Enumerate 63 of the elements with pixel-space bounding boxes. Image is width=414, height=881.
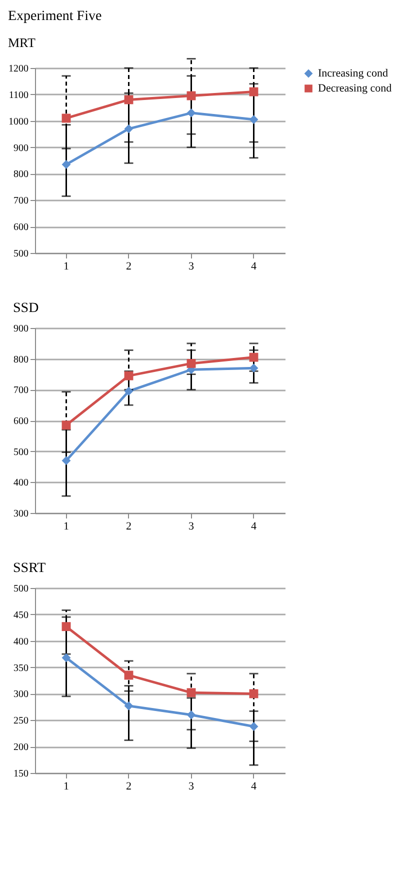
y-tick-label: 1100 bbox=[8, 90, 28, 101]
legend-label: Increasing cond bbox=[318, 68, 388, 80]
point bbox=[249, 722, 258, 731]
y-tick-label: 800 bbox=[14, 354, 28, 366]
point bbox=[186, 358, 196, 368]
point bbox=[62, 420, 71, 430]
point bbox=[249, 689, 258, 698]
x-tick-label: 3 bbox=[188, 520, 194, 532]
x-tick-label: 4 bbox=[251, 520, 257, 532]
x-tick-label: 1 bbox=[64, 780, 69, 792]
y-tick-label: 500 bbox=[14, 248, 28, 260]
point bbox=[124, 371, 134, 380]
y-tick-label: 700 bbox=[14, 196, 28, 207]
point bbox=[186, 108, 196, 118]
point bbox=[62, 114, 71, 123]
x-tick-label: 1 bbox=[64, 520, 69, 532]
point bbox=[124, 95, 134, 104]
point bbox=[62, 456, 71, 466]
chart-title: SSRT bbox=[13, 561, 46, 576]
point bbox=[249, 115, 258, 124]
y-tick-label: 1200 bbox=[8, 64, 28, 74]
chart-title: Experiment Five bbox=[8, 9, 102, 24]
chart-title: SSD bbox=[13, 301, 39, 316]
x-tick-label: 3 bbox=[188, 260, 194, 272]
x-tick-label: 4 bbox=[251, 780, 257, 792]
y-tick-label: 600 bbox=[14, 222, 28, 234]
y-tick-label: 400 bbox=[14, 478, 28, 489]
y-tick-label: 1000 bbox=[8, 116, 28, 128]
y-tick-label: 300 bbox=[14, 689, 28, 700]
y-tick-label: 200 bbox=[14, 742, 28, 754]
y-tick-label: 700 bbox=[14, 385, 28, 396]
y-tick-label: 600 bbox=[14, 416, 28, 427]
point bbox=[62, 160, 71, 169]
y-tick-label: 400 bbox=[14, 636, 28, 648]
y-tick-label: 500 bbox=[14, 584, 28, 594]
x-tick-label: 2 bbox=[126, 260, 132, 272]
point bbox=[186, 710, 196, 720]
point bbox=[124, 386, 134, 396]
x-tick-label: 4 bbox=[251, 260, 257, 272]
point bbox=[186, 91, 196, 100]
chart-subtitle: MRT bbox=[8, 35, 36, 50]
point bbox=[124, 670, 134, 680]
x-tick-label: 2 bbox=[126, 520, 132, 532]
x-tick-label: 3 bbox=[188, 780, 194, 792]
y-tick-label: 900 bbox=[14, 142, 28, 154]
point bbox=[249, 87, 258, 96]
y-tick-label: 300 bbox=[14, 508, 28, 520]
y-tick-label: 450 bbox=[14, 610, 28, 621]
point bbox=[62, 653, 71, 662]
point bbox=[124, 701, 134, 710]
point bbox=[62, 622, 71, 632]
y-tick-label: 500 bbox=[14, 446, 28, 458]
y-tick-label: 250 bbox=[14, 716, 28, 727]
point bbox=[249, 352, 258, 362]
point bbox=[124, 124, 134, 134]
x-tick-label: 1 bbox=[64, 260, 69, 272]
y-tick-label: 150 bbox=[14, 768, 28, 780]
y-tick-label: 900 bbox=[14, 324, 28, 334]
y-tick-label: 350 bbox=[14, 662, 28, 674]
y-tick-label: 800 bbox=[14, 169, 28, 180]
legend-label: Decreasing cond bbox=[318, 82, 392, 94]
point bbox=[186, 688, 196, 698]
x-tick-label: 2 bbox=[126, 780, 132, 792]
